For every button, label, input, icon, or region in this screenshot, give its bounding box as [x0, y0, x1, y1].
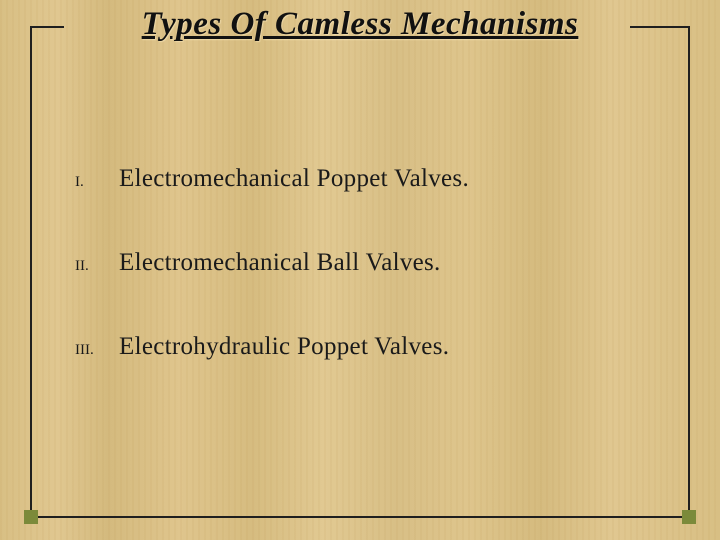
frame-top-left-segment: [30, 26, 64, 28]
list-text: Electromechanical Ball Valves.: [119, 249, 441, 277]
list-item: III. Electrohydraulic Poppet Valves.: [75, 333, 660, 361]
list-numeral: II.: [75, 258, 119, 275]
list-item: I. Electromechanical Poppet Valves.: [75, 165, 660, 193]
list-text: Electromechanical Poppet Valves.: [119, 165, 469, 193]
slide-title: Types Of Camless Mechanisms: [64, 6, 656, 43]
list-text: Electrohydraulic Poppet Valves.: [119, 333, 449, 361]
frame-left: [30, 26, 32, 518]
list-item: II. Electromechanical Ball Valves.: [75, 249, 660, 277]
corner-box-bottom-right: [682, 510, 696, 524]
corner-box-bottom-left: [24, 510, 38, 524]
mechanism-list: I. Electromechanical Poppet Valves. II. …: [75, 165, 660, 417]
list-numeral: I.: [75, 174, 119, 191]
frame-right: [688, 26, 690, 518]
frame-bottom: [30, 516, 690, 518]
list-numeral: III.: [75, 342, 119, 359]
